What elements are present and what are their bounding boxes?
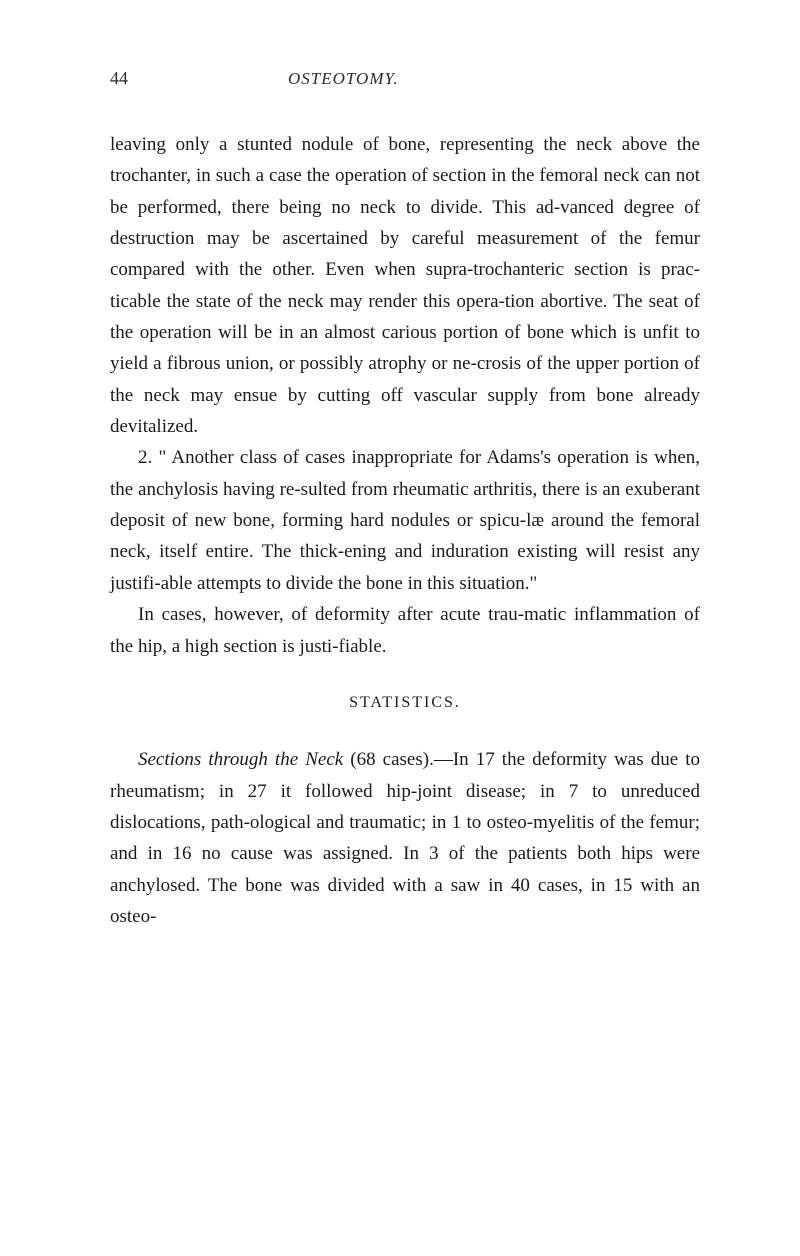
paragraph-1: leaving only a stunted nodule of bone, r… [110,129,700,442]
page-number: 44 [110,68,128,89]
page-header: 44 OSTEOTOMY. [110,68,700,89]
paragraph-4-rest: (68 cases).—In 17 the deformity was due … [110,749,700,927]
section-heading-statistics: STATISTICS. [110,690,700,716]
paragraph-4-italic: Sections through the Neck [138,749,343,770]
paragraph-4: Sections through the Neck (68 cases).—In… [110,744,700,932]
body-text: leaving only a stunted nodule of bone, r… [110,129,700,932]
paragraph-2: 2. " Another class of cases inappropriat… [110,442,700,599]
running-title: OSTEOTOMY. [288,69,399,89]
paragraph-3: In cases, however, of deformity after ac… [110,599,700,662]
